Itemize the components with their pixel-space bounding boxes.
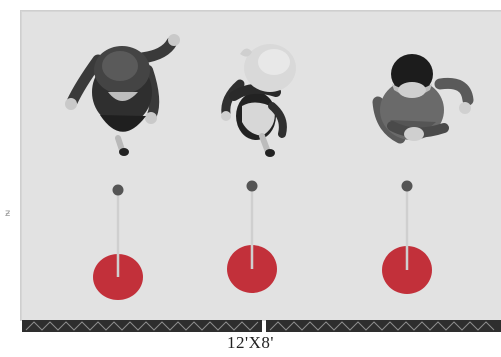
mic-stand-center (227, 180, 277, 293)
performer-right (372, 54, 474, 144)
mic-stand-left (93, 184, 143, 300)
mic-stand-right (382, 180, 432, 294)
performer-center (221, 44, 296, 157)
side-mark: ƶ (5, 208, 11, 219)
performer-left (65, 34, 180, 156)
stage-truss (22, 320, 501, 332)
stage-size-label: 12'X8' (227, 333, 274, 352)
